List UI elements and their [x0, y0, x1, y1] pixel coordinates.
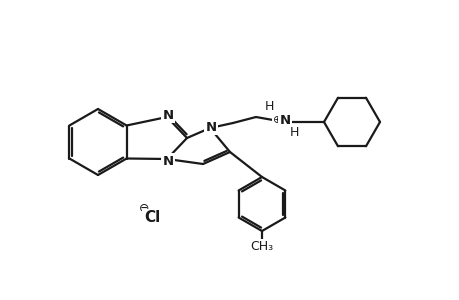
Text: Cl: Cl: [144, 211, 160, 226]
Text: N: N: [279, 113, 290, 127]
Text: ⊖: ⊖: [139, 202, 149, 214]
Text: N: N: [162, 154, 173, 167]
Text: CH₃: CH₃: [250, 241, 273, 254]
Text: ⊕: ⊕: [273, 115, 282, 125]
Text: H: H: [264, 100, 273, 112]
Text: N: N: [162, 109, 173, 122]
Text: N: N: [205, 121, 216, 134]
Text: H: H: [289, 125, 298, 139]
